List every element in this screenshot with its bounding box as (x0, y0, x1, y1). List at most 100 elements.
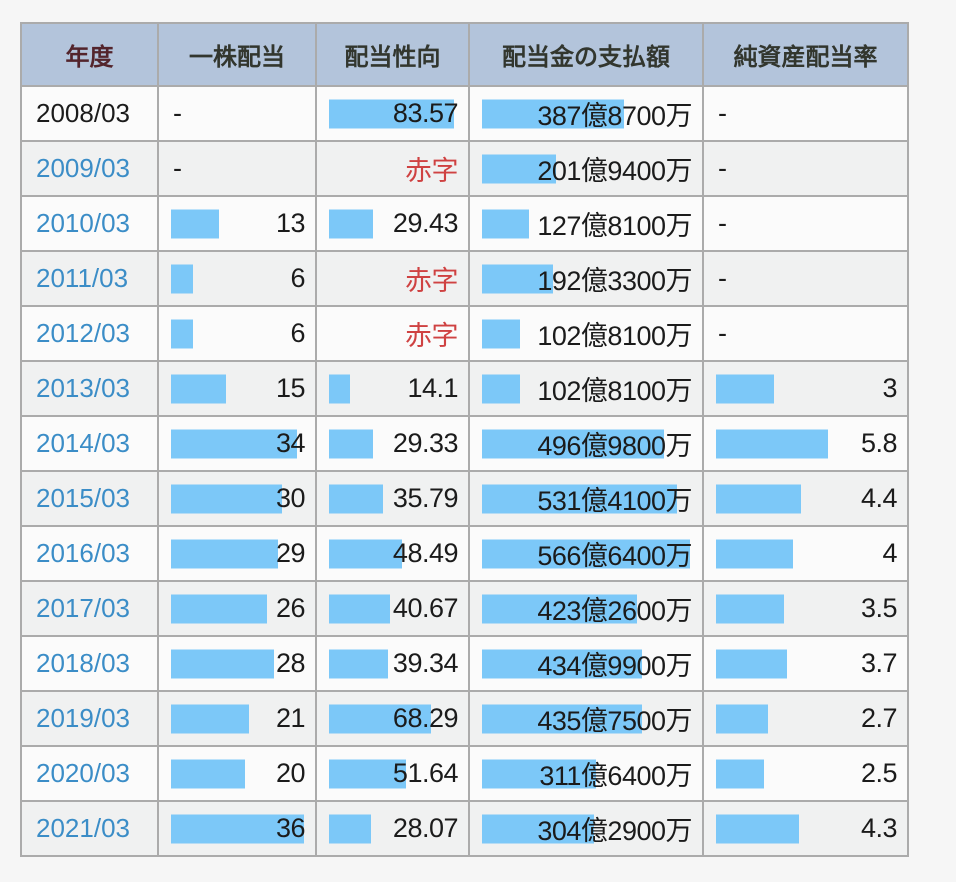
payout-ratio-value: 35.79 (392, 483, 459, 513)
column-header-dividend-per-share: 一株配当 (157, 22, 317, 87)
column-header-payout-ratio: 配当性向 (315, 22, 470, 87)
year-link[interactable]: 2013/03 (36, 373, 130, 403)
table-row: 2013/03 15 14.1 102億8100万 3 (20, 360, 909, 417)
year-link[interactable]: 2020/03 (36, 758, 130, 788)
year-link[interactable]: 2014/03 (36, 428, 130, 458)
net-asset-dividend-rate-value: 3.5 (860, 593, 898, 623)
dividend-per-share-bar (171, 429, 297, 458)
year-cell: 2021/03 (20, 800, 159, 857)
net-asset-dividend-rate-cell: 4.4 (702, 470, 909, 527)
dividend-per-share-bar (171, 594, 267, 623)
total-dividends-paid-bar (482, 99, 624, 128)
year-link[interactable]: 2021/03 (36, 813, 130, 843)
total-dividends-paid-value: 127億8100万 (537, 211, 692, 241)
dividend-history-table-wrap: 年度 一株配当 配当性向 配当金の支払額 純資産配当率 2008/03 - 83… (20, 22, 909, 857)
year-link[interactable]: 2017/03 (36, 593, 130, 623)
year-link[interactable]: 2016/03 (36, 538, 130, 568)
total-dividends-paid-value: 304億2900万 (537, 816, 692, 846)
column-header-net-asset-dividend-rate: 純資産配当率 (702, 22, 909, 87)
table-row: 2009/03 - 赤字 201億9400万 - (20, 140, 909, 197)
table-row: 2018/03 28 39.34 434億9900万 3.7 (20, 635, 909, 692)
payout-ratio-bar (329, 539, 402, 568)
payout-ratio-bar (329, 814, 371, 843)
year-cell: 2009/03 (20, 140, 159, 197)
header-row: 年度 一株配当 配当性向 配当金の支払額 純資産配当率 (20, 22, 909, 87)
total-dividends-paid-cell: 102億8100万 (468, 360, 704, 417)
dividend-per-share-value: 34 (275, 428, 306, 458)
year-link[interactable]: 2018/03 (36, 648, 130, 678)
year-link[interactable]: 2019/03 (36, 703, 130, 733)
payout-ratio-cell: 39.34 (315, 635, 470, 692)
payout-ratio-bar (329, 484, 383, 513)
dividend-per-share-cell: 6 (157, 250, 317, 307)
total-dividends-paid-bar (482, 374, 520, 403)
net-asset-dividend-rate-value: 5.8 (860, 428, 898, 458)
total-dividends-paid-bar (482, 594, 637, 623)
year-link[interactable]: 2009/03 (36, 153, 130, 183)
dividend-per-share-bar (171, 759, 245, 788)
total-dividends-paid-cell: 201億9400万 (468, 140, 704, 197)
net-asset-dividend-rate-cell: 2.5 (702, 745, 909, 802)
payout-ratio-cell: 28.07 (315, 800, 470, 857)
year-link[interactable]: 2015/03 (36, 483, 130, 513)
payout-ratio-bar (329, 594, 390, 623)
table-row: 2016/03 29 48.49 566億6400万 4 (20, 525, 909, 582)
dividend-per-share-value: - (173, 98, 182, 128)
net-asset-dividend-rate-value: - (718, 263, 727, 293)
table-row: 2011/03 6 赤字 192億3300万 - (20, 250, 909, 307)
table-row: 2014/03 34 29.33 496億9800万 5.8 (20, 415, 909, 472)
total-dividends-paid-bar (482, 704, 642, 733)
payout-ratio-bar (329, 99, 454, 128)
payout-ratio-cell: 赤字 (315, 140, 470, 197)
dividend-per-share-bar (171, 484, 282, 513)
total-dividends-paid-cell: 435億7500万 (468, 690, 704, 747)
year-cell: 2015/03 (20, 470, 159, 527)
total-dividends-paid-cell: 496億9800万 (468, 415, 704, 472)
total-dividends-paid-cell: 566億6400万 (468, 525, 704, 582)
payout-ratio-value: 赤字 (405, 321, 459, 351)
year-label: 2008/03 (36, 98, 130, 128)
year-link[interactable]: 2010/03 (36, 208, 130, 238)
year-cell: 2010/03 (20, 195, 159, 252)
total-dividends-paid-cell: 102億8100万 (468, 305, 704, 362)
dividend-per-share-bar (171, 649, 274, 678)
dividend-per-share-value: 13 (275, 208, 306, 238)
dividend-per-share-cell: 6 (157, 305, 317, 362)
net-asset-dividend-rate-value: - (718, 153, 727, 183)
dividend-per-share-value: 15 (275, 373, 306, 403)
year-cell: 2020/03 (20, 745, 159, 802)
net-asset-dividend-rate-cell: 3.5 (702, 580, 909, 637)
total-dividends-paid-bar (482, 539, 690, 568)
payout-ratio-cell: 29.43 (315, 195, 470, 252)
net-asset-dividend-rate-cell: - (702, 305, 909, 362)
payout-ratio-value: 赤字 (405, 156, 459, 186)
dividend-per-share-bar (171, 704, 249, 733)
table-row: 2010/03 13 29.43 127億8100万 - (20, 195, 909, 252)
payout-ratio-bar (329, 759, 406, 788)
year-link[interactable]: 2011/03 (36, 263, 129, 293)
net-asset-dividend-rate-bar (716, 539, 793, 568)
net-asset-dividend-rate-cell: 2.7 (702, 690, 909, 747)
dividend-per-share-value: 28 (275, 648, 306, 678)
dividend-per-share-value: 21 (275, 703, 306, 733)
table-row: 2019/03 21 68.29 435億7500万 2.7 (20, 690, 909, 747)
total-dividends-paid-bar (482, 209, 529, 238)
dividend-per-share-bar (171, 264, 193, 293)
net-asset-dividend-rate-value: - (718, 98, 727, 128)
dividend-per-share-bar (171, 209, 219, 238)
dividend-per-share-bar (171, 814, 304, 843)
net-asset-dividend-rate-bar (716, 704, 768, 733)
payout-ratio-cell: 48.49 (315, 525, 470, 582)
total-dividends-paid-cell: 192億3300万 (468, 250, 704, 307)
payout-ratio-cell: 29.33 (315, 415, 470, 472)
dividend-per-share-cell: 29 (157, 525, 317, 582)
year-cell: 2016/03 (20, 525, 159, 582)
payout-ratio-value: 赤字 (405, 266, 459, 296)
payout-ratio-value: 51.64 (392, 758, 459, 788)
payout-ratio-value: 48.49 (392, 538, 459, 568)
payout-ratio-cell: 83.57 (315, 85, 470, 142)
total-dividends-paid-value: 423億2600万 (537, 596, 692, 626)
table-row: 2020/03 20 51.64 311億6400万 2.5 (20, 745, 909, 802)
year-link[interactable]: 2012/03 (36, 318, 130, 348)
total-dividends-paid-bar (482, 484, 677, 513)
